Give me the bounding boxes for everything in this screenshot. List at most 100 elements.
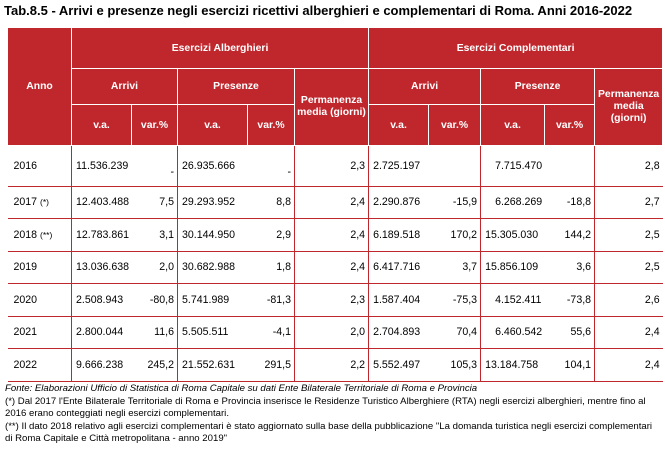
comp-presenze-va: 6.460.542 xyxy=(480,316,545,349)
comp-presenze-var: 144,2 xyxy=(544,218,596,252)
alb-arrivi-va: 11.536.239 xyxy=(71,145,132,187)
alb-arrivi-va: 13.036.638 xyxy=(71,251,132,284)
year-cell: 2018 (**) xyxy=(7,218,72,252)
comp-arrivi-va: 2.290.876 xyxy=(368,186,429,219)
alb-arrivi-var: 7,5 xyxy=(131,186,178,219)
header-alb-presenze: Presenze xyxy=(177,68,295,105)
comp-permanenza: 2,8 xyxy=(594,145,663,187)
alb-permanenza: 2,4 xyxy=(294,218,370,252)
header-comp-arrivi-va: v.a. xyxy=(368,104,430,146)
table-body: 2016 11.536.239 - 26.935.666 - 2,3 2.725… xyxy=(7,145,663,382)
comp-arrivi-va: 2.725.197 xyxy=(368,145,429,187)
table-row: 2016 11.536.239 - 26.935.666 - 2,3 2.725… xyxy=(7,145,663,187)
alb-presenze-va: 21.552.631 xyxy=(177,348,248,382)
year-note-marker: (**) xyxy=(40,229,53,240)
comp-presenze-va: 4.152.411 xyxy=(480,283,545,317)
comp-presenze-va: 6.268.269 xyxy=(480,186,545,219)
comp-arrivi-var: 170,2 xyxy=(428,218,482,252)
table-row: 2017 (*) 12.403.488 7,5 29.293.952 8,8 2… xyxy=(7,186,663,219)
comp-presenze-var: 3,6 xyxy=(544,251,596,284)
source-note: Fonte: Elaborazioni Ufficio di Statistic… xyxy=(5,383,478,394)
alb-presenze-var: - xyxy=(247,145,295,187)
header-alb-permanenza: Permanenza media (giorni) xyxy=(293,68,370,146)
alb-arrivi-var: - xyxy=(131,145,178,187)
table-notes: Fonte: Elaborazioni Ufficio di Statistic… xyxy=(5,383,660,446)
alb-presenze-va: 30.144.950 xyxy=(177,218,248,252)
alb-arrivi-var: -80,8 xyxy=(131,283,178,317)
comp-presenze-va: 13.184.758 xyxy=(480,348,545,382)
alb-permanenza: 2,0 xyxy=(294,316,370,349)
comp-arrivi-var: 3,7 xyxy=(428,251,482,284)
alb-arrivi-var: 245,2 xyxy=(131,348,178,382)
comp-presenze-var: 55,6 xyxy=(544,316,596,349)
year-cell: 2022 xyxy=(7,348,72,382)
comp-presenze-va: 15.856.109 xyxy=(480,251,545,284)
comp-arrivi-var: 105,3 xyxy=(428,348,482,382)
year-cell: 2020 xyxy=(7,283,72,317)
alb-presenze-va: 5.741.989 xyxy=(177,283,248,317)
comp-presenze-va: 7.715.470 xyxy=(480,145,545,187)
header-esercizi-alberghieri: Esercizi Alberghieri xyxy=(70,27,370,69)
alb-permanenza: 2,2 xyxy=(294,348,370,382)
comp-presenze-va: 15.305.030 xyxy=(480,218,545,252)
header-anno: Anno xyxy=(7,27,72,146)
alb-arrivi-va: 12.403.488 xyxy=(71,186,132,219)
alb-permanenza: 2,3 xyxy=(294,145,370,187)
header-alb-presenze-var: var.% xyxy=(247,104,295,146)
header-alb-arrivi: Arrivi xyxy=(71,68,178,105)
alb-permanenza: 2,4 xyxy=(294,186,370,219)
alb-presenze-va: 5.505.511 xyxy=(177,316,248,349)
header-comp-permanenza: Permanenza media (giorni) xyxy=(594,68,664,146)
header-alb-arrivi-var: var.% xyxy=(131,104,178,146)
alb-arrivi-var: 3,1 xyxy=(131,218,178,252)
year-cell: 2017 (*) xyxy=(7,186,72,219)
comp-arrivi-var: -15,9 xyxy=(428,186,482,219)
header-esercizi-complementari: Esercizi Complementari xyxy=(368,27,664,69)
alb-presenze-var: 2,9 xyxy=(247,218,295,252)
header-comp-presenze-var: var.% xyxy=(544,104,596,146)
year-cell: 2021 xyxy=(7,316,72,349)
year-cell: 2019 xyxy=(7,251,72,284)
table-row: 2018 (**) 12.783.861 3,1 30.144.950 2,9 … xyxy=(7,218,663,252)
comp-permanenza: 2,5 xyxy=(594,251,663,284)
comp-permanenza: 2,6 xyxy=(594,283,663,317)
header-comp-arrivi-var: var.% xyxy=(428,104,482,146)
header-comp-presenze: Presenze xyxy=(480,68,596,105)
alb-arrivi-va: 2.800.044 xyxy=(71,316,132,349)
comp-arrivi-va: 2.704.893 xyxy=(368,316,429,349)
header-alb-arrivi-va: v.a. xyxy=(71,104,132,146)
alb-presenze-var: 291,5 xyxy=(247,348,295,382)
table-row: 2021 2.800.044 11,6 5.505.511 -4,1 2,0 2… xyxy=(7,316,663,349)
data-table: Anno Esercizi Alberghieri Esercizi Compl… xyxy=(7,27,664,382)
alb-arrivi-var: 2,0 xyxy=(131,251,178,284)
alb-permanenza: 2,4 xyxy=(294,251,370,284)
comp-presenze-var: -73,8 xyxy=(544,283,596,317)
comp-arrivi-va: 6.417.716 xyxy=(368,251,429,284)
alb-arrivi-va: 9.666.238 xyxy=(71,348,132,382)
comp-arrivi-var: 70,4 xyxy=(428,316,482,349)
comp-arrivi-va: 6.189.518 xyxy=(368,218,429,252)
alb-presenze-var: -4,1 xyxy=(247,316,295,349)
comp-arrivi-va: 5.552.497 xyxy=(368,348,429,382)
table-row: 2022 9.666.238 245,2 21.552.631 291,5 2,… xyxy=(7,348,663,382)
table-row: 2020 2.508.943 -80,8 5.741.989 -81,3 2,3… xyxy=(7,283,663,317)
comp-presenze-var: -18,8 xyxy=(544,186,596,219)
comp-presenze-var: 104,1 xyxy=(544,348,596,382)
alb-presenze-va: 26.935.666 xyxy=(177,145,248,187)
alb-presenze-var: 8,8 xyxy=(247,186,295,219)
comp-arrivi-var xyxy=(428,145,482,187)
year-cell: 2016 xyxy=(7,145,72,187)
alb-permanenza: 2,3 xyxy=(294,283,370,317)
header-comp-presenze-va: v.a. xyxy=(480,104,546,146)
table-row: 2019 13.036.638 2,0 30.682.988 1,8 2,4 6… xyxy=(7,251,663,284)
alb-presenze-va: 29.293.952 xyxy=(177,186,248,219)
comp-permanenza: 2,4 xyxy=(594,348,663,382)
alb-arrivi-va: 2.508.943 xyxy=(71,283,132,317)
comp-arrivi-var: -75,3 xyxy=(428,283,482,317)
header-comp-arrivi: Arrivi xyxy=(368,68,482,105)
year-note-marker: (*) xyxy=(40,197,50,208)
alb-arrivi-va: 12.783.861 xyxy=(71,218,132,252)
footnote-1: (*) Dal 2017 l'Ente Bilaterale Territori… xyxy=(5,395,646,420)
comp-permanenza: 2,5 xyxy=(594,218,663,252)
comp-presenze-var xyxy=(544,145,596,187)
